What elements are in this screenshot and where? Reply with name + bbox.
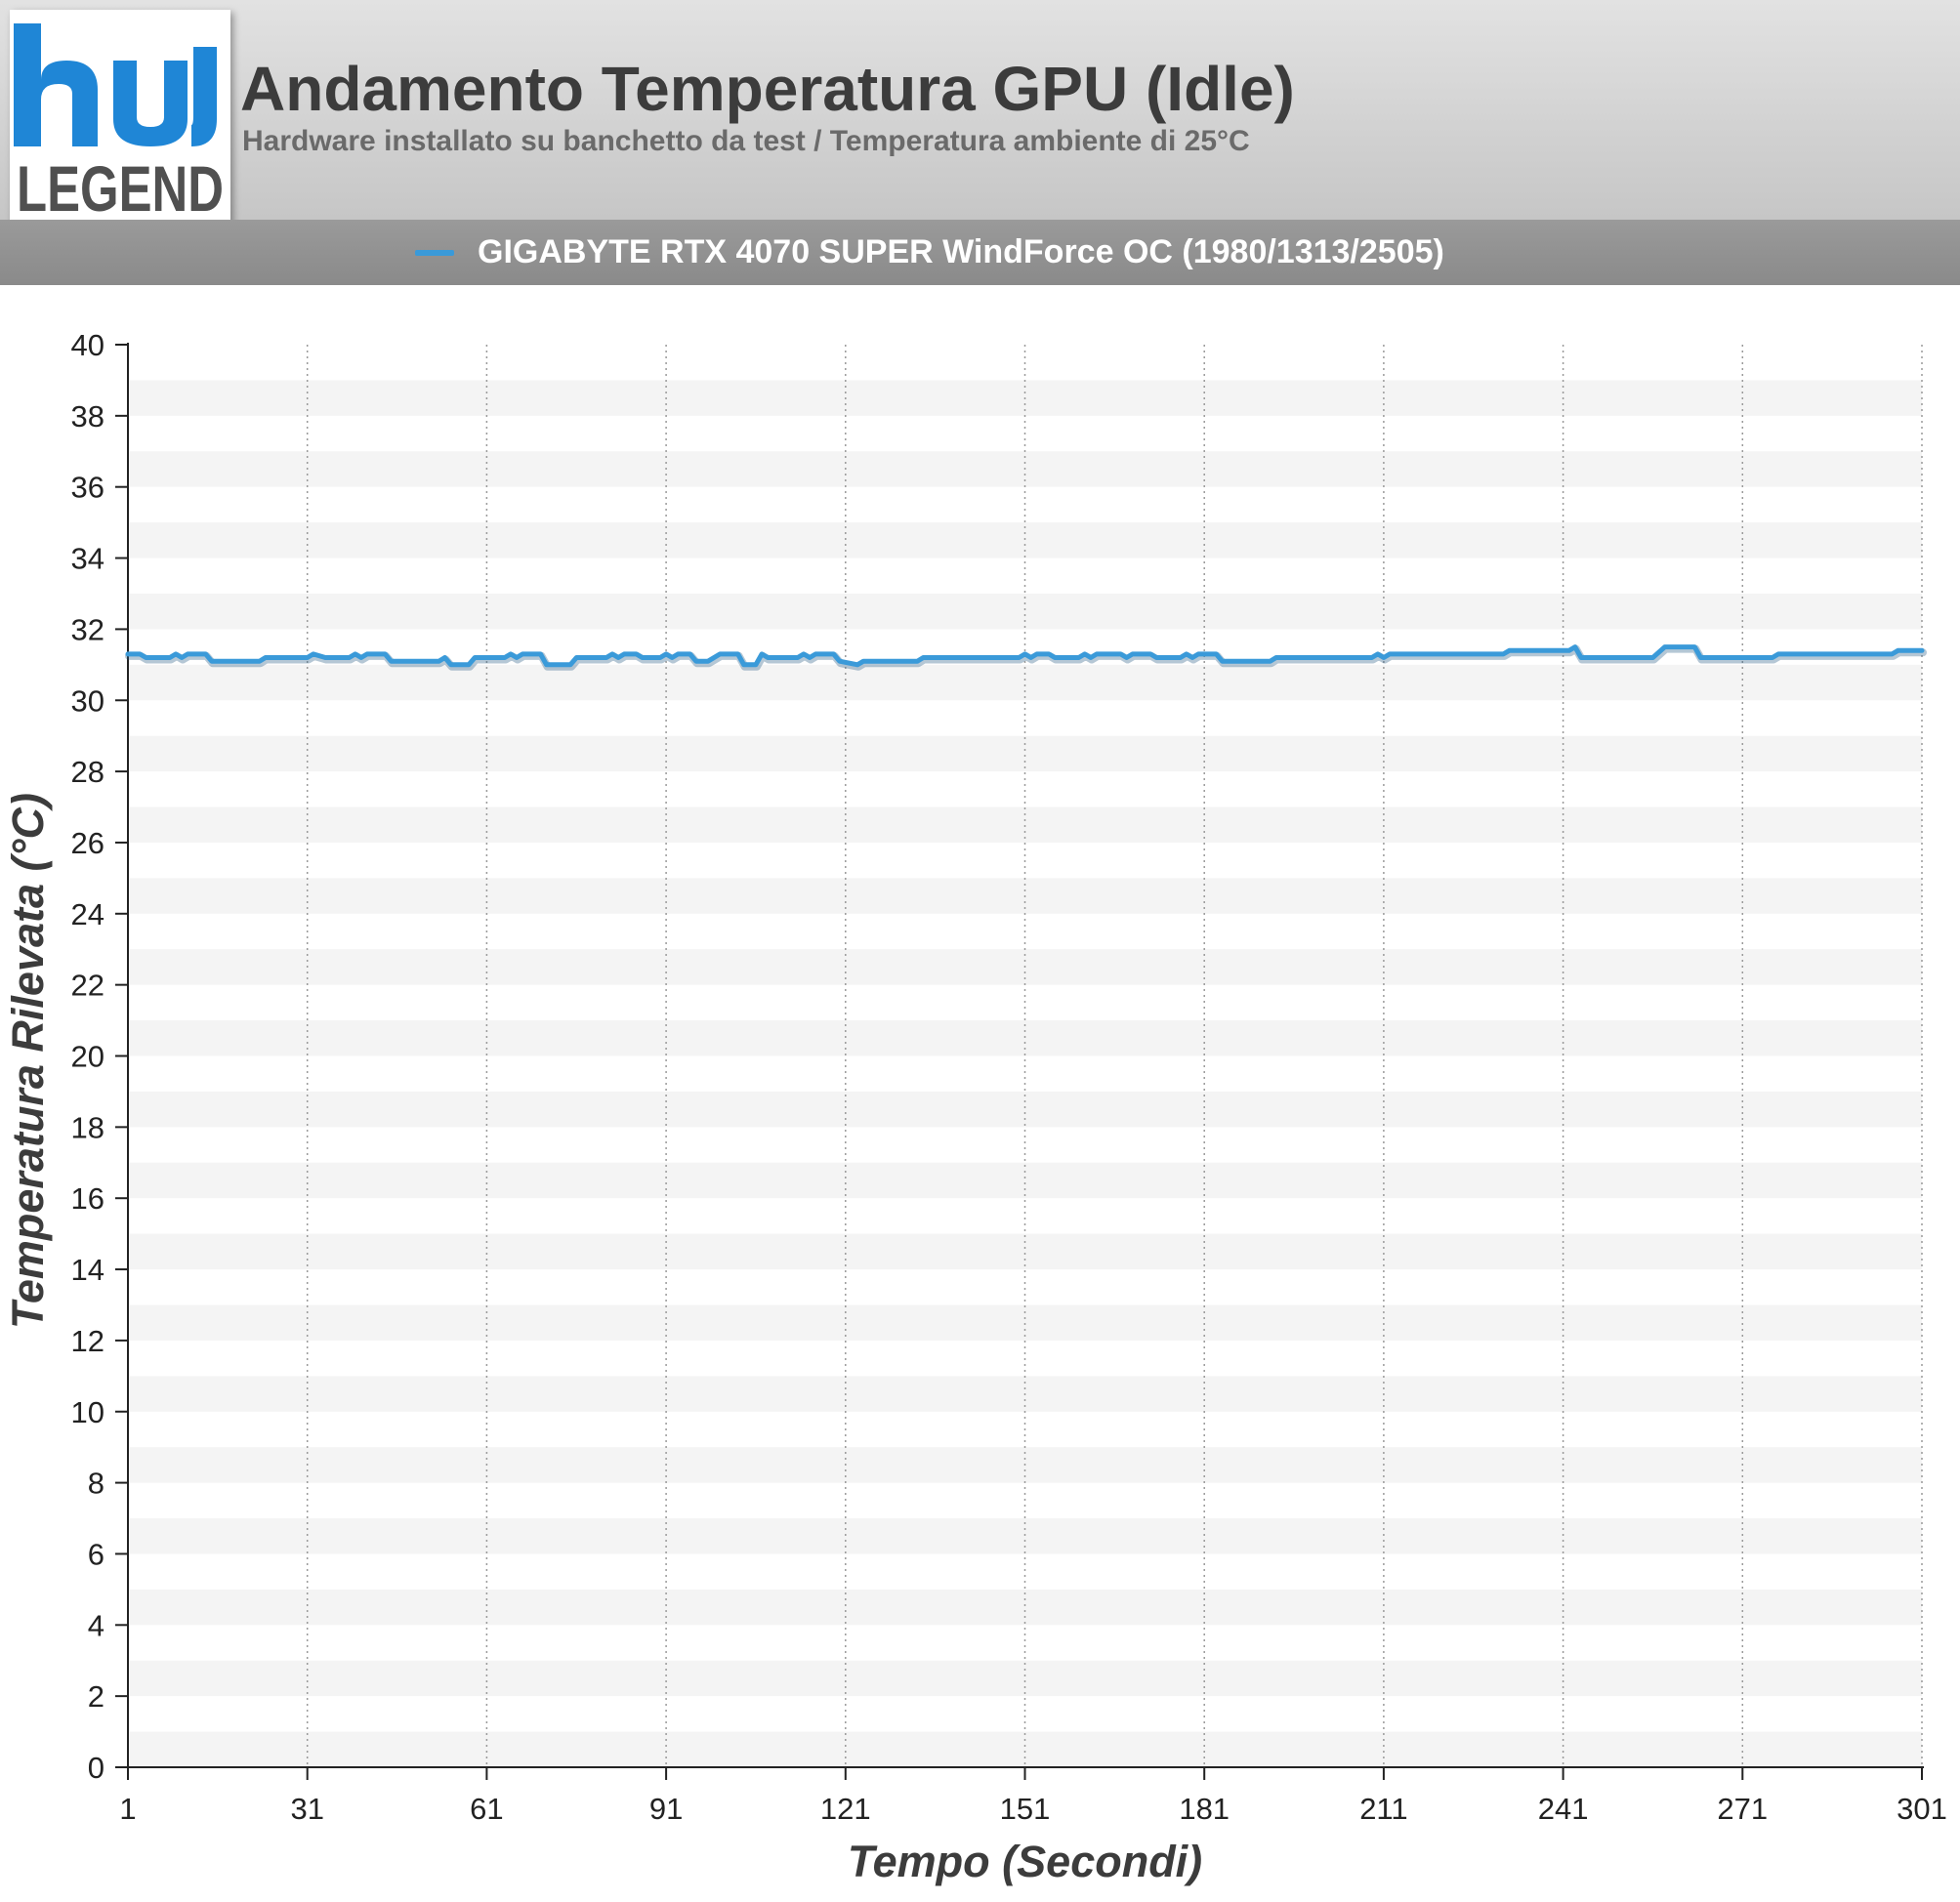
y-tick-label: 16 bbox=[71, 1181, 104, 1216]
y-tick-label: 38 bbox=[71, 399, 104, 434]
x-tick-label: 1 bbox=[119, 1792, 136, 1826]
grid-band bbox=[128, 593, 1922, 630]
grid-band bbox=[128, 1233, 1922, 1270]
x-tick-label: 301 bbox=[1897, 1792, 1947, 1826]
grid-band bbox=[128, 1589, 1922, 1626]
chart-subtitle: Hardware installato su banchetto da test… bbox=[242, 125, 1250, 157]
y-tick-label: 14 bbox=[71, 1253, 104, 1287]
grid-band bbox=[128, 522, 1922, 558]
series-line bbox=[125, 644, 1925, 668]
y-tick-label: 12 bbox=[71, 1324, 104, 1358]
x-tick-label: 181 bbox=[1179, 1792, 1230, 1826]
x-tick-label: 151 bbox=[1000, 1792, 1051, 1826]
grid-band bbox=[128, 1518, 1922, 1554]
grid-band bbox=[128, 1731, 1922, 1767]
y-tick-label: 24 bbox=[71, 897, 104, 931]
x-axis-ticks: 1 31 61 91 121 151 181 211 241 271 301 bbox=[119, 1767, 1947, 1826]
y-tick-label: 28 bbox=[71, 755, 104, 789]
x-tick-label: 211 bbox=[1359, 1792, 1407, 1826]
hwlegend-logo: LEGEND bbox=[10, 10, 230, 227]
grid-band bbox=[128, 806, 1922, 843]
logo-mark: LEGEND bbox=[14, 23, 224, 225]
grid-band bbox=[128, 664, 1922, 701]
series-group bbox=[125, 644, 1927, 671]
x-tick-label: 121 bbox=[820, 1792, 871, 1826]
x-tick-label: 61 bbox=[470, 1792, 503, 1826]
y-axis-label: Temperatura Rilevata (°C) bbox=[3, 793, 53, 1329]
chart-header: LEGEND Andamento Temperatura GPU (Idle) … bbox=[0, 0, 1960, 227]
grid-band bbox=[128, 1091, 1922, 1128]
legend-bar: GIGABYTE RTX 4070 SUPER WindForce OC (19… bbox=[0, 220, 1960, 285]
grid-band bbox=[128, 1660, 1922, 1697]
legend-swatch bbox=[415, 249, 454, 256]
y-tick-label: 18 bbox=[71, 1110, 104, 1144]
y-tick-label: 36 bbox=[71, 471, 104, 505]
legend-label: GIGABYTE RTX 4070 SUPER WindForce OC (19… bbox=[478, 233, 1444, 270]
y-tick-label: 22 bbox=[71, 969, 104, 1003]
grid-band bbox=[128, 735, 1922, 772]
x-axis-label: Tempo (Secondi) bbox=[848, 1837, 1202, 1886]
y-tick-label: 0 bbox=[88, 1751, 104, 1785]
y-tick-label: 2 bbox=[88, 1679, 104, 1714]
y-tick-label: 10 bbox=[71, 1395, 104, 1429]
y-tick-label: 34 bbox=[71, 542, 104, 576]
y-tick-label: 8 bbox=[88, 1467, 104, 1501]
x-tick-label: 91 bbox=[649, 1792, 683, 1826]
y-tick-label: 6 bbox=[88, 1537, 104, 1571]
grid-band bbox=[128, 1304, 1922, 1341]
y-tick-label: 30 bbox=[71, 683, 104, 718]
y-tick-label: 4 bbox=[88, 1608, 104, 1642]
y-tick-label: 40 bbox=[71, 328, 104, 362]
legend-item: GIGABYTE RTX 4070 SUPER WindForce OC (19… bbox=[415, 220, 1444, 285]
y-tick-label: 20 bbox=[71, 1040, 104, 1074]
grid-band bbox=[128, 1020, 1922, 1056]
y-tick-label: 26 bbox=[71, 826, 104, 860]
x-tick-label: 271 bbox=[1717, 1792, 1768, 1826]
grid-band bbox=[128, 1162, 1922, 1199]
x-tick-label: 241 bbox=[1538, 1792, 1589, 1826]
logo-hw-glyph bbox=[14, 23, 217, 146]
y-tick-label: 32 bbox=[71, 612, 104, 646]
chart-title: Andamento Temperatura GPU (Idle) bbox=[240, 54, 1295, 124]
logo-text: LEGEND bbox=[17, 152, 224, 225]
x-tick-label: 31 bbox=[290, 1792, 323, 1826]
